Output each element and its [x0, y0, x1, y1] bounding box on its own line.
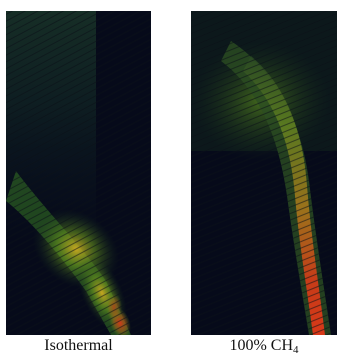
isothermal-field-svg [6, 11, 151, 335]
isothermal-vector-field-image [6, 11, 151, 335]
ch4-caption-subscript: 4 [293, 344, 299, 356]
ch4-vector-field-image [191, 11, 337, 335]
ch4-caption-main: 100% CH [229, 337, 294, 354]
isothermal-caption: Isothermal [44, 337, 113, 354]
ch4-field-svg [191, 11, 337, 335]
ch4-caption: 100% CH4 [191, 336, 337, 357]
